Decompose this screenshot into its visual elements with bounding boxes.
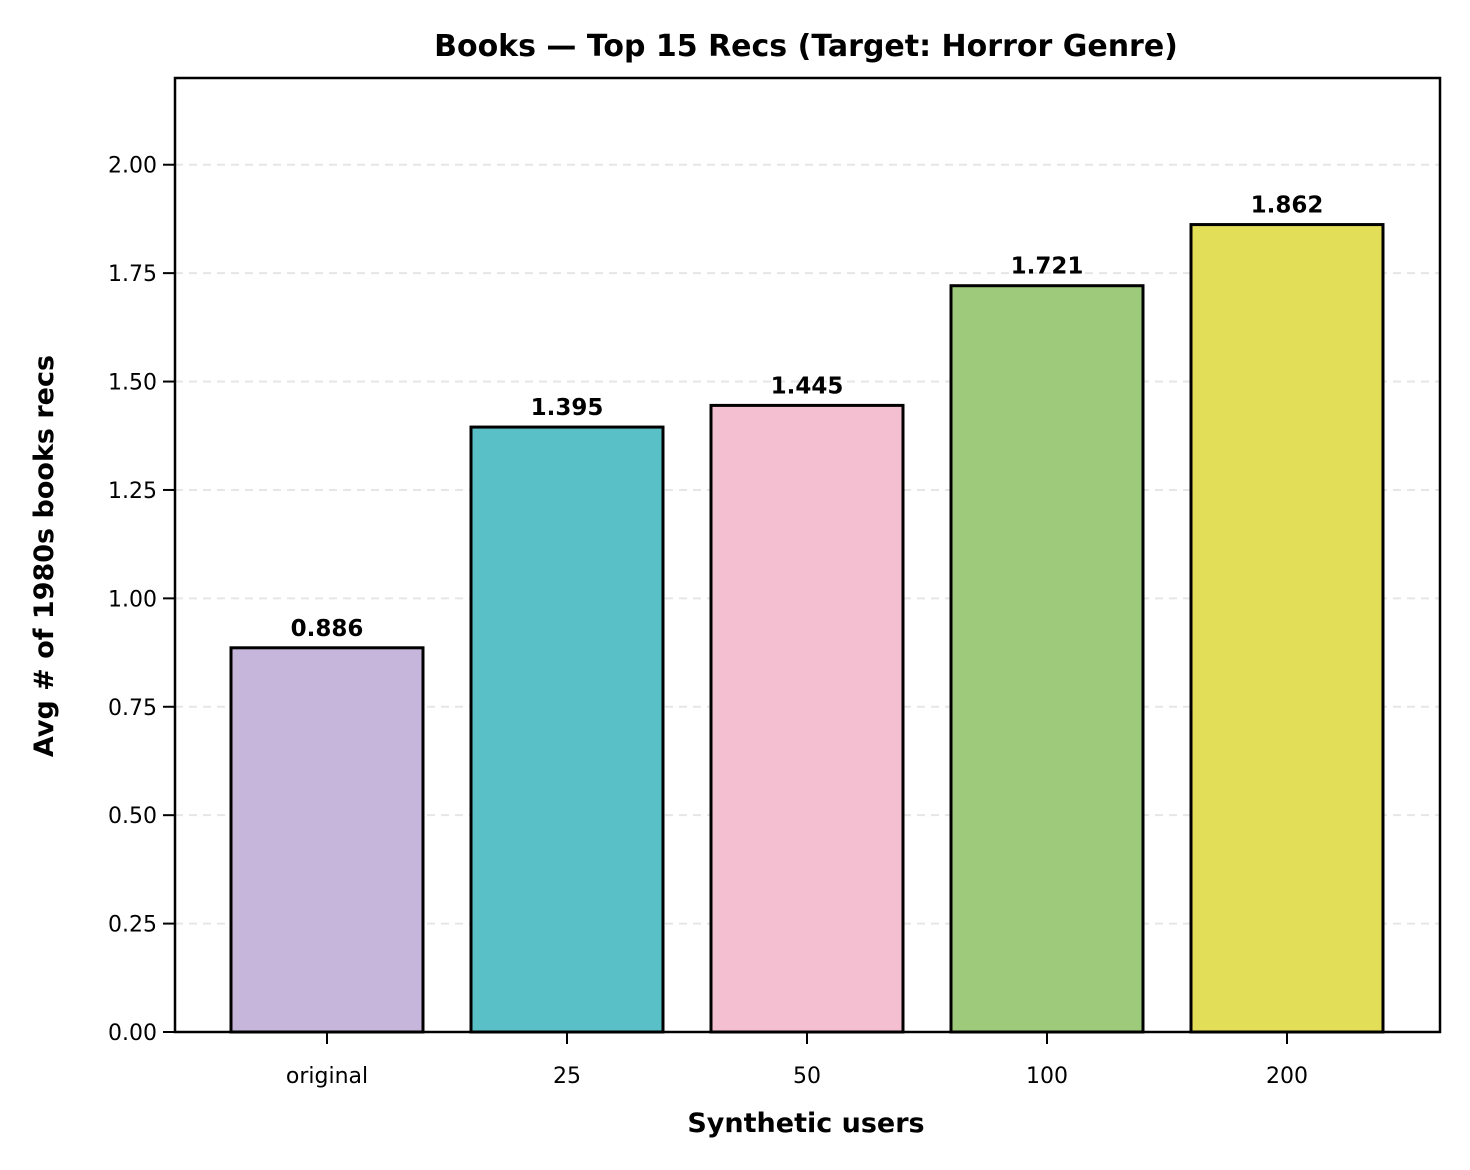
plot-frame — [173, 76, 1442, 1034]
axis-ticks: 0.00 0.25 0.50 0.75 1.00 1.25 1.50 1.75 2.00 orig… — [108, 154, 1308, 1089]
y-tick-label: 1.00 — [108, 587, 157, 612]
x-tick-label-50: 50 — [793, 1064, 821, 1089]
y-tick-label: 0.50 — [108, 804, 157, 829]
y-tick-label: 0.25 — [108, 913, 157, 938]
bar-original — [229, 646, 425, 1034]
y-tick-label: 1.25 — [108, 479, 157, 504]
x-axis-label: Synthetic users — [687, 1108, 924, 1139]
value-label-200: 1.862 — [1251, 193, 1324, 219]
value-label-original: 0.886 — [291, 616, 364, 642]
y-tick-label: 1.75 — [108, 262, 157, 287]
y-tick-label: 2.00 — [108, 154, 157, 179]
x-tick-label-100: 100 — [1026, 1064, 1068, 1089]
y-tick-label: 0.75 — [108, 696, 157, 721]
chart-title: Books — Top 15 Recs (Target: Horror Genr… — [434, 29, 1178, 64]
x-tick-label-25: 25 — [553, 1064, 581, 1089]
bar-25 — [469, 425, 665, 1034]
x-tick-label-200: 200 — [1266, 1064, 1308, 1089]
bar-100 — [949, 284, 1145, 1034]
value-label-50: 1.445 — [771, 373, 844, 399]
y-axis-label: Avg # of 1980s books recs — [29, 355, 60, 757]
bars — [229, 223, 1385, 1034]
bar-200 — [1189, 223, 1385, 1034]
y-tick-label: 1.50 — [108, 371, 157, 396]
value-label-25: 1.395 — [531, 395, 604, 421]
bar-50 — [709, 403, 905, 1034]
x-tick-label-original: original — [286, 1064, 368, 1089]
value-label-100: 1.721 — [1011, 254, 1084, 280]
y-tick-label: 0.00 — [108, 1021, 157, 1046]
value-labels: 0.886 1.395 1.445 1.721 1.862 — [291, 193, 1324, 642]
